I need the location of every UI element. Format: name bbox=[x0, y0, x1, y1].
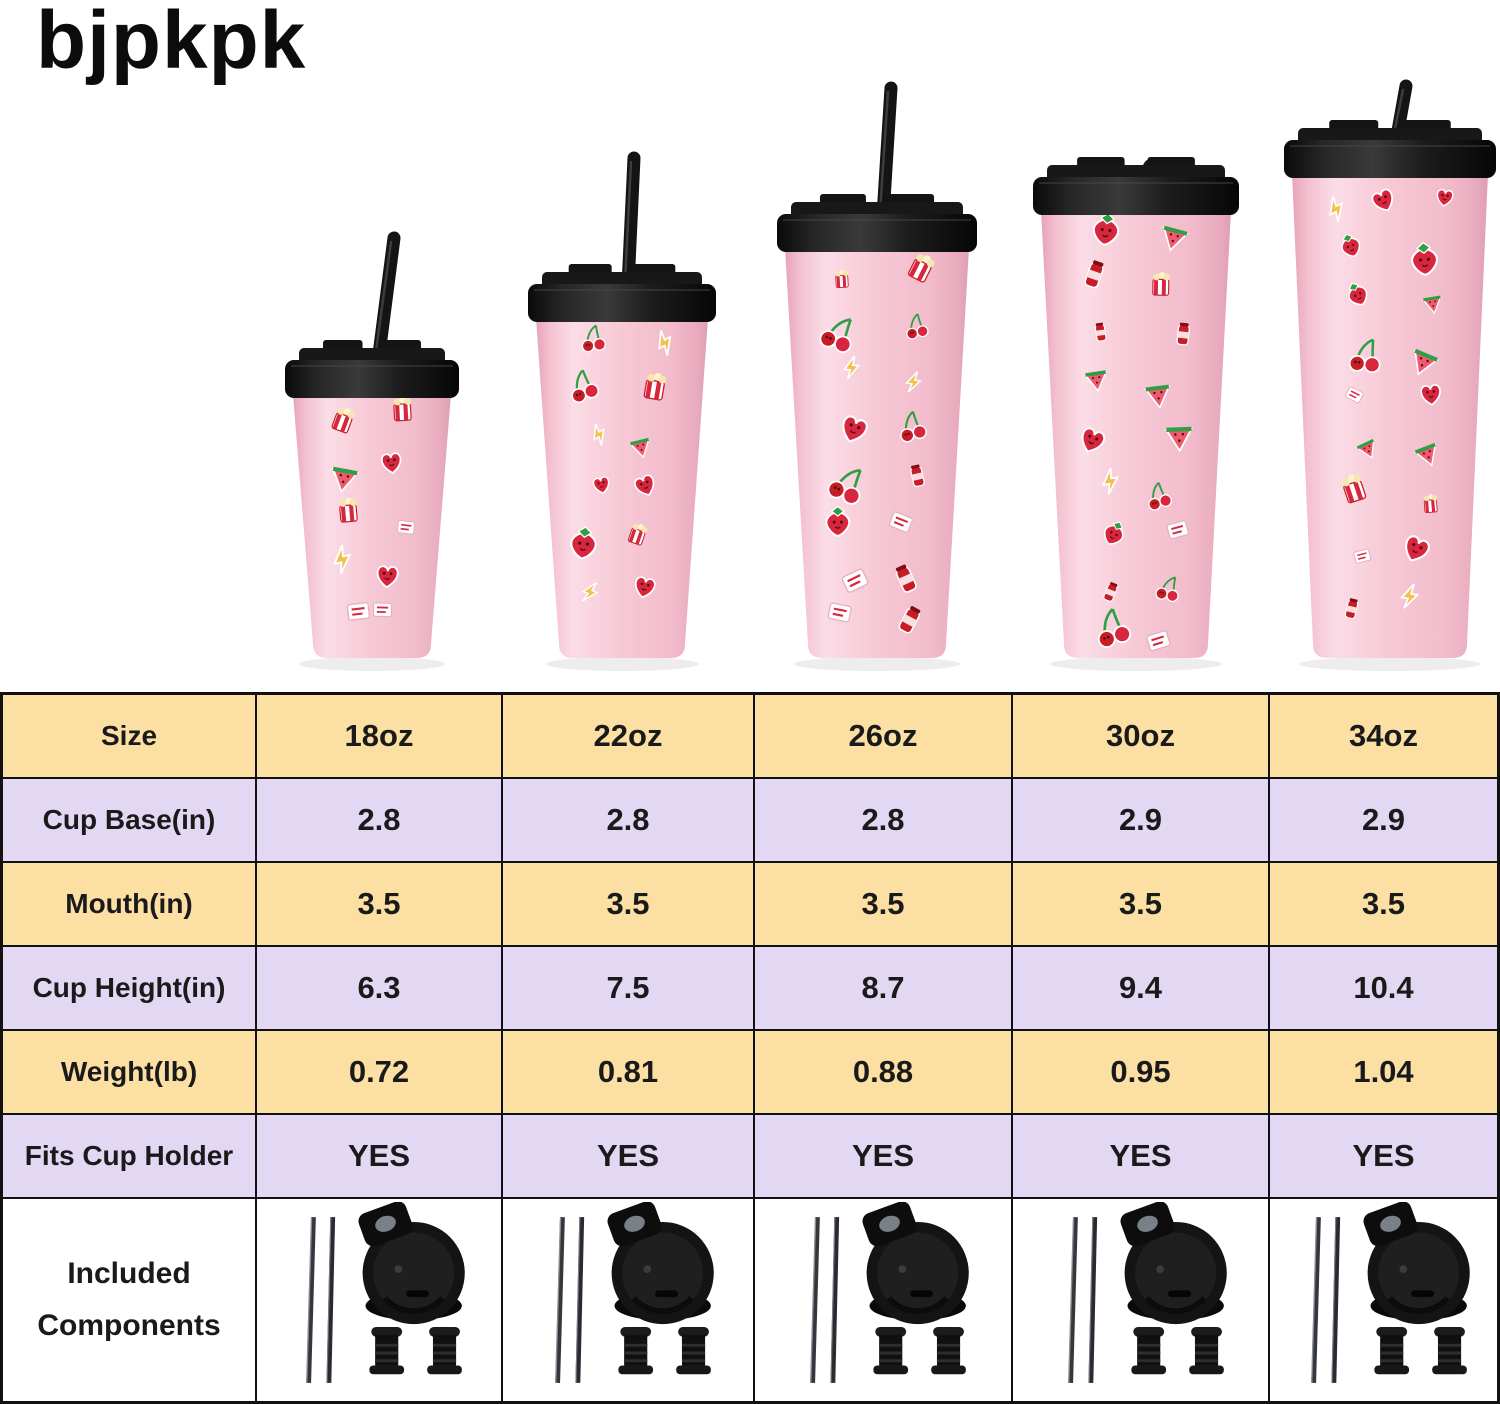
components-row-label: Included Components bbox=[3, 1199, 257, 1401]
metal-straws-icon bbox=[810, 1217, 840, 1383]
flip-lid-icon bbox=[358, 1202, 465, 1325]
metal-straws-icon bbox=[1067, 1217, 1097, 1383]
components-22oz bbox=[503, 1199, 755, 1401]
comparison-table: Size 18oz 22oz 26oz 30oz 34oz Cup Base(i… bbox=[0, 692, 1500, 1404]
product-image-30oz bbox=[1033, 157, 1239, 671]
brand-logo: bjpkpk bbox=[36, 0, 307, 86]
components-18oz bbox=[257, 1199, 503, 1401]
cup-height-22oz: 7.5 bbox=[503, 947, 755, 1031]
metal-straws-icon bbox=[306, 1217, 336, 1383]
cup-height-18oz: 6.3 bbox=[257, 947, 503, 1031]
fits-holder-22oz: YES bbox=[503, 1115, 755, 1199]
cup-height-30oz: 9.4 bbox=[1013, 947, 1270, 1031]
components-26oz bbox=[755, 1199, 1013, 1401]
weight-34oz: 1.04 bbox=[1270, 1031, 1497, 1115]
cup-height-34oz: 10.4 bbox=[1270, 947, 1497, 1031]
fits-holder-30oz: YES bbox=[1013, 1115, 1270, 1199]
straw-stoppers-icon bbox=[873, 1326, 966, 1375]
cup-height-row-label: Cup Height(in) bbox=[3, 947, 257, 1031]
fits-holder-26oz: YES bbox=[755, 1115, 1013, 1199]
mouth-18oz: 3.5 bbox=[257, 863, 503, 947]
size-row-label: Size bbox=[3, 695, 257, 779]
weight-30oz: 0.95 bbox=[1013, 1031, 1270, 1115]
cup-base-18oz: 2.8 bbox=[257, 779, 503, 863]
size-26oz: 26oz bbox=[755, 695, 1013, 779]
straw-stoppers-icon bbox=[1130, 1326, 1224, 1375]
weight-18oz: 0.72 bbox=[257, 1031, 503, 1115]
weight-26oz: 0.88 bbox=[755, 1031, 1013, 1115]
cup-base-30oz: 2.9 bbox=[1013, 779, 1270, 863]
size-34oz: 34oz bbox=[1270, 695, 1497, 779]
cup-base-34oz: 2.9 bbox=[1270, 779, 1497, 863]
components-30oz bbox=[1013, 1199, 1270, 1401]
fits-holder-34oz: YES bbox=[1270, 1115, 1497, 1199]
cup-base-22oz: 2.8 bbox=[503, 779, 755, 863]
included-components-kit bbox=[257, 1199, 501, 1401]
included-components-kit bbox=[1013, 1199, 1268, 1401]
straw-stoppers-icon bbox=[618, 1326, 711, 1375]
straw-stoppers-icon bbox=[369, 1326, 462, 1375]
flip-lid-icon bbox=[1119, 1202, 1227, 1325]
metal-straws-icon bbox=[555, 1217, 585, 1383]
included-components-kit bbox=[1270, 1199, 1497, 1401]
mouth-26oz: 3.5 bbox=[755, 863, 1013, 947]
weight-22oz: 0.81 bbox=[503, 1031, 755, 1115]
flip-lid-icon bbox=[1362, 1202, 1470, 1325]
flip-lid-icon bbox=[607, 1202, 714, 1325]
components-34oz bbox=[1270, 1199, 1497, 1401]
product-image-34oz bbox=[1284, 79, 1496, 671]
size-18oz: 18oz bbox=[257, 695, 503, 779]
mouth-30oz: 3.5 bbox=[1013, 863, 1270, 947]
flip-lid-icon bbox=[862, 1202, 969, 1325]
cup-base-26oz: 2.8 bbox=[755, 779, 1013, 863]
fits-holder-row-label: Fits Cup Holder bbox=[3, 1115, 257, 1199]
included-components-kit bbox=[755, 1199, 1011, 1401]
product-image-26oz bbox=[777, 81, 977, 671]
cup-height-26oz: 8.7 bbox=[755, 947, 1013, 1031]
cup-base-row-label: Cup Base(in) bbox=[3, 779, 257, 863]
product-lineup bbox=[0, 0, 1500, 692]
fits-holder-18oz: YES bbox=[257, 1115, 503, 1199]
size-30oz: 30oz bbox=[1013, 695, 1270, 779]
mouth-row-label: Mouth(in) bbox=[3, 863, 257, 947]
mouth-22oz: 3.5 bbox=[503, 863, 755, 947]
straw-stoppers-icon bbox=[1373, 1326, 1467, 1375]
size-22oz: 22oz bbox=[503, 695, 755, 779]
product-image-18oz bbox=[285, 231, 459, 671]
weight-row-label: Weight(lb) bbox=[3, 1031, 257, 1115]
included-components-kit bbox=[503, 1199, 753, 1401]
product-image-22oz bbox=[528, 151, 716, 671]
mouth-34oz: 3.5 bbox=[1270, 863, 1497, 947]
metal-straws-icon bbox=[1310, 1217, 1340, 1383]
